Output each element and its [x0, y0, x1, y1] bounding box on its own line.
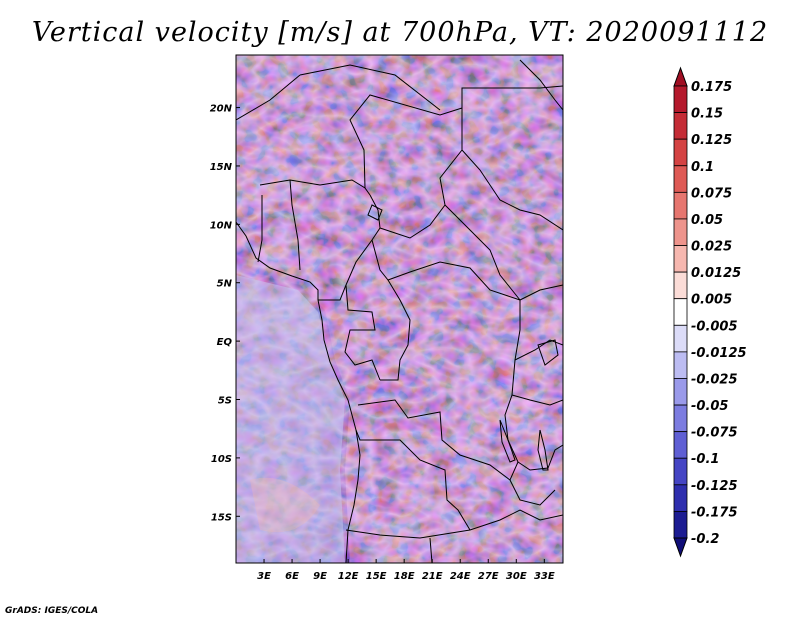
- x-tick-label: 12E: [338, 571, 359, 582]
- colorbar-label: 0.175: [691, 80, 732, 95]
- colorbar-swatch: [673, 191, 688, 220]
- border-namibia: [345, 509, 563, 539]
- lake-victoria: [537, 339, 559, 366]
- grads-credit: GrADS: IGES/COLA: [5, 606, 98, 616]
- coastline-southwest: [317, 299, 361, 563]
- map-frame: [235, 54, 564, 564]
- colorbar-label: -0.125: [691, 479, 738, 494]
- coastline-gulf-of-guinea: [236, 221, 319, 300]
- lake-malawi: [537, 429, 549, 471]
- border-uganda-kenya: [514, 339, 563, 361]
- border-libya: [299, 64, 441, 111]
- colorbar-label: 0.05: [691, 213, 723, 228]
- border-gabon: [344, 284, 381, 381]
- x-tick-label: 15E: [366, 571, 387, 582]
- border-benin: [289, 179, 301, 271]
- colorbar-swatch: [673, 138, 688, 167]
- colorbar-swatch: [673, 112, 688, 140]
- colorbar-label: 0.0125: [691, 266, 741, 281]
- country-borders: [236, 59, 563, 563]
- y-axis: 20N 15N 10N 5N EQ 5S 10S 15S: [210, 104, 240, 523]
- colorbar-swatch: [673, 245, 688, 273]
- y-tick-label: 20N: [210, 104, 233, 115]
- colorbar-label: 0.1: [691, 160, 714, 175]
- border-ethiopia: [461, 149, 563, 231]
- x-tick-label: 6E: [285, 571, 299, 582]
- x-tick-label: 27E: [478, 571, 499, 582]
- colorbar-label: 0.025: [691, 240, 732, 255]
- x-tick-label: 21E: [422, 571, 443, 582]
- border-botswana: [429, 537, 433, 563]
- border-chad-north: [349, 94, 463, 189]
- border-angola: [355, 429, 471, 531]
- lake-chad: [367, 204, 383, 221]
- border-nigeria-cameroon: [318, 194, 381, 301]
- colorbar: 0.175 0.15 0.125 0.1 0.075 0.05 0.025 0.0125 0.0…: [673, 66, 747, 558]
- colorbar-label: 0.005: [691, 293, 732, 308]
- colorbar-swatch: [673, 218, 688, 246]
- border-south-sudan: [444, 204, 521, 301]
- colorbar-label: -0.175: [691, 505, 738, 520]
- y-tick-label: 15S: [211, 512, 232, 523]
- colorbar-swatch: [673, 404, 688, 433]
- border-tanzania: [511, 394, 563, 406]
- border-kenya-north: [519, 284, 563, 301]
- map-plot-area: [236, 55, 563, 563]
- colorbar-label: -0.0125: [691, 346, 747, 361]
- x-tick-label: 30E: [506, 571, 527, 582]
- border-zambia: [509, 479, 556, 506]
- x-tick-label: 3E: [257, 571, 271, 582]
- border-congo: [380, 279, 411, 381]
- x-tick-label: 33E: [534, 571, 555, 582]
- colorbar-swatch: [673, 165, 688, 193]
- colorbar-label: -0.025: [691, 372, 738, 387]
- x-tick-label: 9E: [313, 571, 327, 582]
- colorbar-label: -0.005: [691, 319, 738, 334]
- colorbar-swatch: [673, 431, 688, 459]
- y-tick-label: 10S: [211, 454, 232, 465]
- chart-title: Vertical velocity [m/s] at 700hPa, VT: 2…: [32, 17, 768, 48]
- border-ghana: [257, 195, 263, 263]
- colorbar-swatch: [673, 484, 688, 512]
- border-algeria-niger: [236, 74, 301, 121]
- lake-tanganyika: [499, 419, 516, 463]
- colorbar-label: 0.075: [691, 186, 732, 201]
- y-tick-label: 10N: [210, 220, 233, 231]
- x-axis: 3E 6E 9E 12E 15E 18E 21E 24E 27E 30E 33E: [257, 559, 555, 582]
- y-tick-label: 5S: [218, 396, 232, 407]
- border-sahel: [259, 179, 371, 196]
- colorbar-swatch: [673, 351, 688, 379]
- y-tick-label: 5N: [217, 279, 233, 290]
- colorbar-label: -0.05: [691, 399, 728, 414]
- colorbar-min-triangle: [673, 537, 688, 558]
- colorbar-swatch: [673, 298, 688, 326]
- x-tick-label: 24E: [450, 571, 471, 582]
- coastline-red-sea: [519, 59, 563, 111]
- border-car-south: [371, 239, 521, 301]
- colorbar-swatch: [673, 324, 688, 353]
- y-tick-label: EQ: [217, 337, 233, 348]
- colorbar-label: -0.1: [691, 452, 719, 467]
- ocean-warm-patch: [250, 477, 320, 533]
- colorbar-swatch: [673, 457, 688, 486]
- colorbar-swatch: [673, 85, 688, 113]
- colorbar-swatch: [673, 511, 688, 539]
- ocean-smoothing: [236, 275, 345, 563]
- colorbar-swatch: [673, 378, 688, 406]
- x-tick-label: 18E: [394, 571, 415, 582]
- colorbar-label: -0.2: [691, 532, 719, 547]
- border-egypt-sudan: [461, 85, 563, 108]
- colorbar-label: 0.15: [691, 107, 723, 122]
- colorbar-label: -0.075: [691, 426, 738, 441]
- colorbar-swatch: [673, 271, 688, 300]
- colorbar-max-triangle: [673, 66, 688, 87]
- colorbar-label: 0.125: [691, 133, 732, 148]
- y-tick-label: 15N: [210, 162, 233, 173]
